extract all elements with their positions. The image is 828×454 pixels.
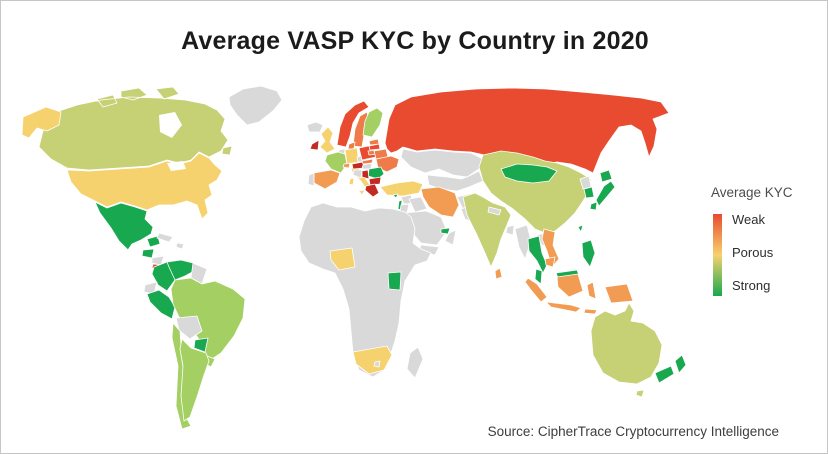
country-brazil	[170, 277, 246, 362]
country-peru	[146, 289, 176, 320]
country-spain	[313, 169, 341, 190]
country-iceland	[306, 121, 324, 133]
country-mongolia	[500, 163, 558, 184]
country-new-zealand	[654, 354, 687, 384]
legend-gradient-bar	[713, 214, 722, 296]
country-lesotho	[373, 360, 381, 368]
country-germany	[344, 147, 360, 165]
country-latvia	[368, 143, 381, 151]
country-thailand	[527, 235, 548, 274]
legend-label-porous: Porous	[732, 245, 774, 260]
country-france	[324, 151, 348, 174]
country-switzerland	[342, 162, 351, 169]
country-indonesia	[524, 273, 634, 315]
country-croatia-bosnia	[352, 169, 363, 179]
country-greece	[364, 183, 380, 198]
country-romania	[367, 166, 385, 180]
country-finland	[362, 107, 384, 138]
country-serbia	[361, 169, 370, 180]
country-russia	[384, 87, 670, 174]
great-lakes	[167, 161, 186, 171]
region-africa	[298, 202, 432, 378]
country-sri-lanka	[494, 267, 503, 280]
country-uganda	[387, 271, 402, 291]
country-nigeria	[329, 247, 356, 271]
country-norway	[336, 100, 370, 148]
legend-title: Average KYC	[711, 185, 793, 200]
country-australia	[590, 302, 663, 398]
country-nepal	[487, 206, 502, 216]
country-paraguay	[193, 337, 209, 353]
country-ireland	[309, 139, 320, 151]
country-malaysia	[534, 268, 580, 285]
country-cuba	[156, 232, 174, 243]
country-iran	[420, 186, 460, 218]
country-madagascar	[406, 346, 424, 379]
country-south-korea	[583, 186, 595, 199]
country-kazakhstan	[400, 148, 484, 178]
country-denmark	[347, 141, 356, 150]
country-guatemala	[141, 248, 155, 259]
country-argentina	[179, 338, 210, 422]
source-attribution: Source: CipherTrace Cryptocurrency Intel…	[487, 424, 779, 439]
country-mexico	[94, 201, 161, 251]
country-iraq	[408, 196, 428, 213]
country-venezuela	[166, 259, 197, 281]
country-oman	[444, 229, 457, 246]
country-uae	[440, 227, 451, 235]
country-japan	[589, 169, 616, 211]
country-myanmar	[514, 224, 532, 260]
hudson-bay	[159, 112, 182, 138]
chart-title: Average VASP KYC by Country in 2020	[181, 27, 649, 55]
country-turkey	[379, 180, 424, 197]
legend-label-strong: Strong	[732, 278, 771, 293]
country-portugal	[307, 172, 315, 187]
country-bangladesh	[505, 224, 515, 236]
country-cyprus	[392, 193, 399, 199]
legend-label-weak: Weak	[732, 212, 765, 227]
legend: Average KYC Weak Porous Strong	[711, 185, 821, 296]
country-south-africa	[352, 345, 393, 375]
country-india	[462, 192, 512, 268]
country-united-kingdom	[319, 126, 336, 154]
country-greenland	[228, 85, 283, 126]
country-philippines	[581, 239, 596, 268]
country-hispaniola	[175, 242, 185, 250]
country-bolivia	[175, 315, 203, 340]
country-bulgaria	[368, 176, 382, 186]
country-canada	[38, 86, 233, 171]
country-cambodia	[544, 256, 556, 268]
country-taiwan	[577, 224, 584, 233]
